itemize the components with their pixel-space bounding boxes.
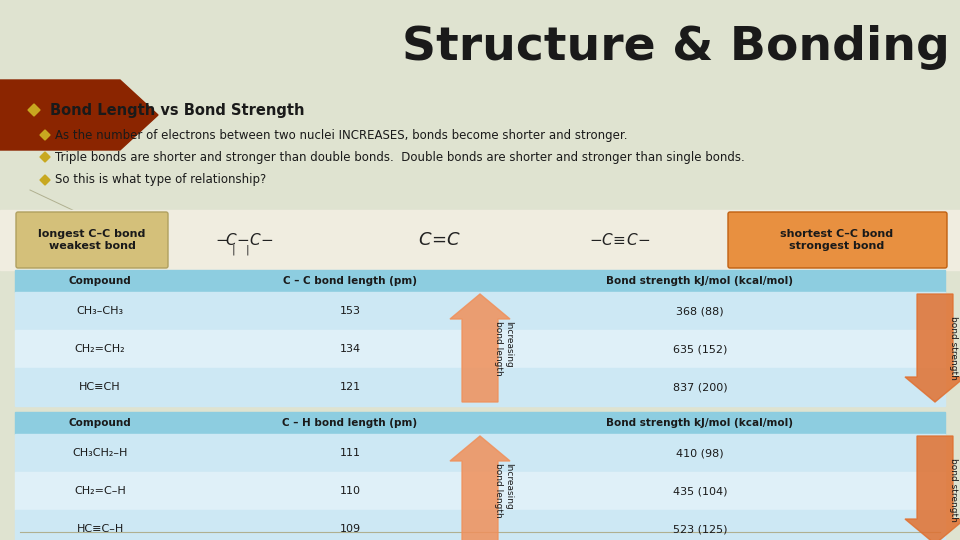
Text: 837 (200): 837 (200) [673,382,728,392]
Bar [15,330,945,368]
Text: Compound: Compound [68,418,132,428]
Text: 523 (125): 523 (125) [673,524,728,534]
Bar [15,510,945,540]
Polygon shape [40,130,50,140]
Polygon shape [28,104,40,116]
Text: 368 (88): 368 (88) [676,306,724,316]
Text: CH₃–CH₃: CH₃–CH₃ [77,306,124,316]
Text: 153: 153 [340,306,361,316]
Text: 111: 111 [340,448,361,458]
Bar [0,210,960,270]
Polygon shape [450,436,510,540]
Bar [15,368,945,406]
Text: Bond strength kJ/mol (kcal/mol): Bond strength kJ/mol (kcal/mol) [607,418,794,428]
Text: Increasing
bond strength: Increasing bond strength [949,458,960,522]
Text: Increasing
bond length: Increasing bond length [494,321,514,375]
Polygon shape [40,175,50,185]
Text: longest C–C bond
weakest bond: longest C–C bond weakest bond [38,229,146,251]
Text: $-\!C\!-\!C\!-$: $-\!C\!-\!C\!-$ [215,232,275,248]
Text: CH₃CH₂–H: CH₃CH₂–H [72,448,128,458]
FancyBboxPatch shape [16,212,168,268]
Text: CH₂=C–H: CH₂=C–H [74,486,126,496]
Text: Bond strength kJ/mol (kcal/mol): Bond strength kJ/mol (kcal/mol) [607,276,794,286]
Bar [15,292,945,330]
Text: 134: 134 [340,344,361,354]
Text: As the number of electrons between two nuclei INCREASES, bonds become shorter an: As the number of electrons between two n… [55,129,628,141]
Text: Triple bonds are shorter and stronger than double bonds.  Double bonds are short: Triple bonds are shorter and stronger th… [55,151,745,164]
Bar [15,434,945,472]
Polygon shape [905,436,960,540]
Text: 121: 121 [340,382,361,392]
Text: So this is what type of relationship?: So this is what type of relationship? [55,173,266,186]
Text: HC≡CH: HC≡CH [79,382,121,392]
Text: Structure & Bonding: Structure & Bonding [402,25,950,70]
Text: Increasing
bond length: Increasing bond length [494,463,514,517]
Text: 410 (98): 410 (98) [676,448,724,458]
Text: C – H bond length (pm): C – H bond length (pm) [282,418,418,428]
Text: Bond Length vs Bond Strength: Bond Length vs Bond Strength [50,103,304,118]
Bar [15,472,945,510]
Text: $C\!=\!C$: $C\!=\!C$ [419,231,462,249]
Text: HC≡C–H: HC≡C–H [77,524,124,534]
Polygon shape [40,152,50,162]
Bar [15,412,945,434]
Text: shortest C–C bond
strongest bond: shortest C–C bond strongest bond [780,229,894,251]
Text: Increasing
bond strength: Increasing bond strength [949,316,960,380]
Polygon shape [0,80,158,150]
Bar [15,270,945,292]
Text: C – C bond length (pm): C – C bond length (pm) [283,276,417,286]
Text: Compound: Compound [68,276,132,286]
Text: 110: 110 [340,486,361,496]
Polygon shape [450,294,510,402]
Text: 635 (152): 635 (152) [673,344,727,354]
Text: $|\ \ \ |$: $|\ \ \ |$ [230,243,250,257]
Text: 109: 109 [340,524,361,534]
Polygon shape [905,294,960,402]
FancyBboxPatch shape [728,212,947,268]
Text: CH₂=CH₂: CH₂=CH₂ [75,344,126,354]
Text: 435 (104): 435 (104) [673,486,728,496]
Text: $-C\!\equiv\!C\!-$: $-C\!\equiv\!C\!-$ [589,232,651,248]
